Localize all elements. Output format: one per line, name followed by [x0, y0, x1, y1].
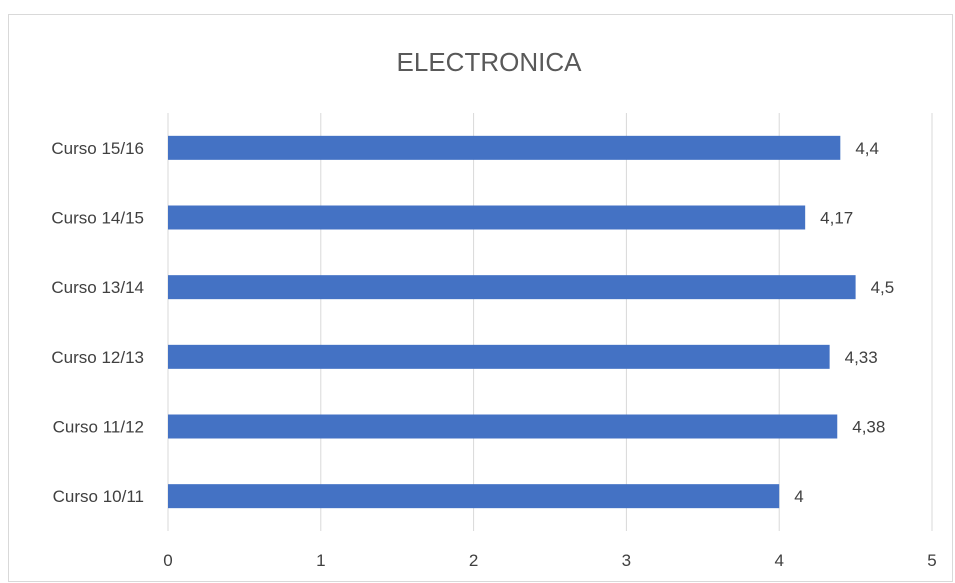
x-tick-label-2: 2	[469, 551, 478, 570]
data-label: 4,17	[820, 209, 853, 228]
category-label: Curso 15/16	[51, 139, 144, 158]
bar-curso-12-13	[168, 344, 830, 369]
bar-curso-13-14	[168, 275, 856, 300]
data-label: 4,38	[852, 418, 885, 437]
x-tick-label-1: 1	[316, 551, 325, 570]
data-label: 4,4	[855, 139, 879, 158]
data-label: 4	[794, 487, 803, 506]
category-label: Curso 11/12	[53, 418, 144, 437]
bar-curso-11-12	[168, 414, 838, 439]
data-label: 4,33	[845, 348, 878, 367]
chart-title: ELECTRONICA	[397, 47, 583, 77]
bar-curso-15-16	[168, 135, 841, 160]
x-tick-label-4: 4	[774, 551, 783, 570]
data-labels: 4 4,38 4,33 4,5 4,17 4,4	[794, 139, 894, 506]
x-tick-label-5: 5	[927, 551, 936, 570]
category-labels: Curso 10/11 Curso 11/12 Curso 12/13 Curso 1…	[51, 139, 144, 506]
x-tick-label-0: 0	[163, 551, 172, 570]
bar-curso-14-15	[168, 205, 806, 230]
gridlines	[167, 113, 933, 531]
category-label: Curso 14/15	[51, 209, 144, 228]
x-tick-label-3: 3	[622, 551, 631, 570]
bar-curso-10-11	[168, 484, 780, 509]
x-axis-tick-labels: 0 1 2 3 4 5	[163, 551, 936, 570]
category-label: Curso 10/11	[53, 487, 144, 506]
bars	[168, 135, 856, 509]
category-label: Curso 13/14	[51, 278, 144, 297]
data-label: 4,5	[871, 278, 895, 297]
category-label: Curso 12/13	[51, 348, 144, 367]
